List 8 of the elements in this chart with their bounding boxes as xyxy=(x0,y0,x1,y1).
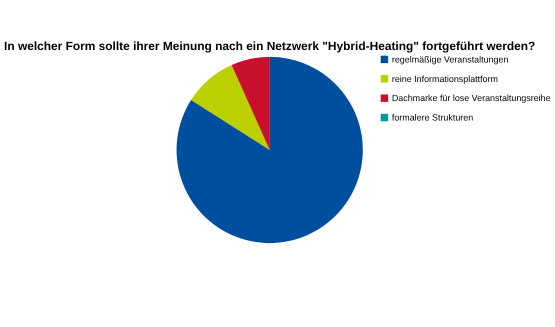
legend-label: formalere Strukturen xyxy=(392,112,474,123)
pie-slice xyxy=(232,56,270,150)
pie-slice xyxy=(191,64,270,150)
legend-label: Dachmarke für lose Veranstaltungsreihe xyxy=(392,93,551,104)
legend-label: reine Informationsplattform xyxy=(392,74,498,84)
pie-slice xyxy=(176,56,363,243)
legend-label: regelmäßige Veranstaltungen xyxy=(392,54,508,64)
chart-title: In welcher Form sollte ihrer Meinung nach ein Netzwerk "Hybrid-Heating" fortgeführt werden? xyxy=(4,38,536,53)
